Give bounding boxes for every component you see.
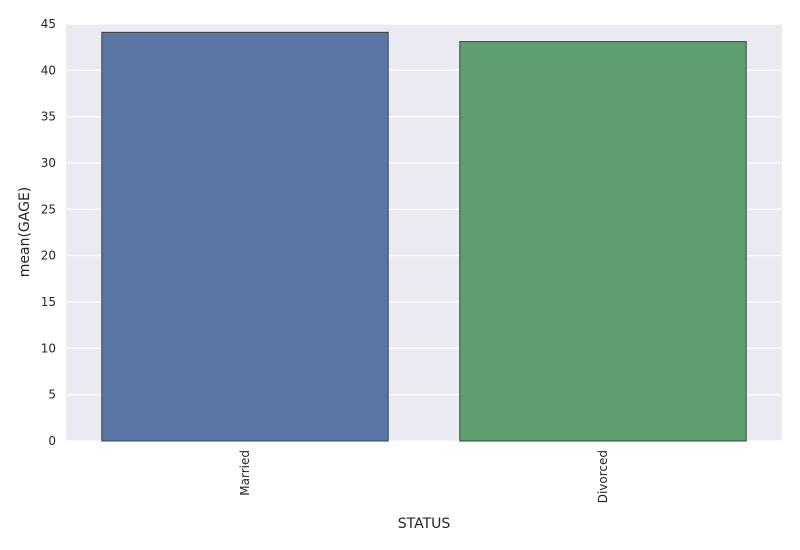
bar-divorced (459, 41, 747, 442)
bars (101, 31, 747, 442)
bar-married (101, 31, 389, 442)
y-tick-label: 25 (41, 202, 56, 216)
y-tick-label: 5 (48, 388, 56, 402)
y-tick-label: 30 (41, 156, 56, 170)
y-tick-label: 40 (41, 63, 56, 77)
x-tick-label-married: Married (238, 450, 252, 496)
x-tick-labels: Married Divorced (238, 450, 610, 503)
y-tick-labels: 0 5 10 15 20 25 30 35 40 45 (41, 17, 56, 448)
y-tick-label: 45 (41, 17, 56, 31)
x-tick-label-divorced: Divorced (596, 450, 610, 503)
x-axis-label: STATUS (398, 516, 451, 532)
y-axis-label: mean(GAGE) (17, 187, 33, 278)
y-tick-label: 0 (48, 434, 56, 448)
y-tick-label: 20 (41, 249, 56, 263)
y-tick-label: 15 (41, 295, 56, 309)
y-tick-label: 10 (41, 341, 56, 355)
y-tick-label: 35 (41, 110, 56, 124)
